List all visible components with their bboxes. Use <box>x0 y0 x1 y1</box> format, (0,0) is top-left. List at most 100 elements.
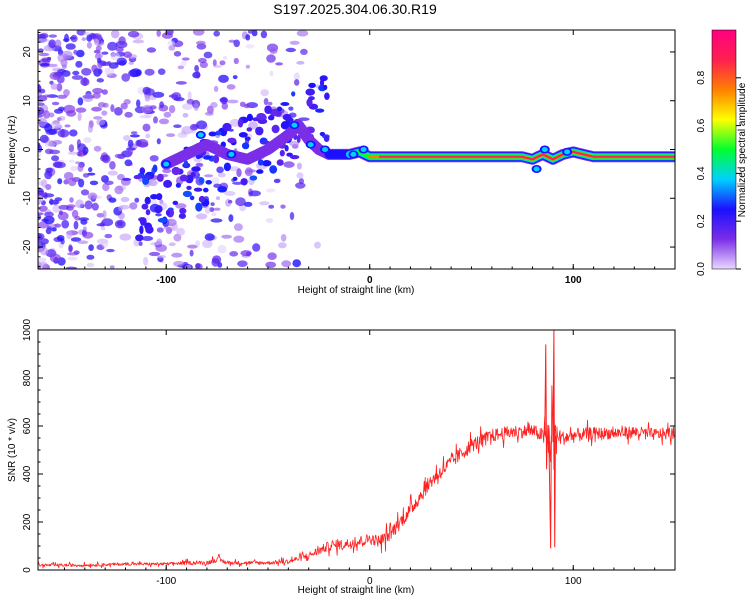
noise-blob <box>236 168 242 178</box>
noise-blob <box>243 201 253 207</box>
noise-blob <box>244 167 253 177</box>
noise-blob <box>257 159 264 166</box>
noise-blob <box>67 151 79 155</box>
noise-blob <box>84 200 93 210</box>
noise-blob <box>66 230 73 240</box>
noise-blob <box>139 115 151 119</box>
noise-blob <box>156 193 163 201</box>
noise-blob <box>256 113 267 120</box>
noise-blob <box>83 137 92 143</box>
noise-blob <box>116 57 128 66</box>
noise-blob <box>114 185 124 195</box>
noise-blob <box>294 72 300 81</box>
noise-blob <box>56 235 65 242</box>
noise-blob <box>63 179 69 185</box>
noise-blob <box>86 254 95 260</box>
y-tick-label: 0 <box>22 146 33 152</box>
colorbar-tick-label: 0.8 <box>696 70 707 84</box>
noise-blob <box>49 80 54 85</box>
noise-blob <box>265 218 274 223</box>
noise-blob <box>163 179 173 188</box>
noise-blob <box>193 103 199 111</box>
noise-blob <box>245 44 255 49</box>
noise-blob <box>100 226 106 231</box>
noise-blob <box>296 30 309 37</box>
noise-blob <box>129 134 140 138</box>
noise-blob <box>275 62 283 66</box>
noise-blob <box>45 184 52 190</box>
ridge-spot <box>360 147 367 152</box>
noise-blob <box>260 30 268 39</box>
noise-blob <box>51 227 57 232</box>
noise-blob <box>213 64 223 68</box>
noise-blob <box>124 111 133 118</box>
noise-blob <box>69 197 74 203</box>
noise-blob <box>181 57 190 61</box>
noise-blob <box>149 155 159 162</box>
noise-blob <box>182 190 192 198</box>
snr-x-axis-label: Height of straight line (km) <box>298 585 415 596</box>
noise-blob <box>39 261 48 268</box>
noise-blob <box>232 75 238 80</box>
noise-blob <box>308 82 316 88</box>
noise-blob <box>212 154 220 164</box>
noise-blob <box>269 109 278 117</box>
noise-blob <box>195 202 203 212</box>
noise-blob <box>104 233 113 239</box>
noise-blob <box>101 51 109 55</box>
noise-blob <box>156 173 164 182</box>
noise-blob <box>157 68 166 75</box>
noise-blob <box>135 234 144 242</box>
noise-blob <box>249 175 258 181</box>
noise-blob <box>141 236 154 241</box>
colorbar-gradient <box>712 30 736 269</box>
noise-blob <box>40 247 49 256</box>
noise-blob <box>267 252 277 260</box>
noise-blob <box>166 133 176 138</box>
noise-blob <box>101 176 106 180</box>
noise-blob <box>38 48 44 53</box>
noise-blob <box>300 48 308 56</box>
noise-blob <box>223 162 231 172</box>
noise-blob <box>260 89 269 97</box>
noise-blob <box>172 200 179 205</box>
noise-blob <box>88 244 94 252</box>
noise-blob <box>284 145 289 152</box>
noise-blob <box>40 238 49 245</box>
noise-blob <box>75 161 80 165</box>
noise-blob <box>171 166 181 176</box>
noise-blob <box>42 110 51 119</box>
noise-blob <box>305 88 316 96</box>
noise-blob <box>226 99 239 104</box>
noise-blob <box>93 33 99 39</box>
noise-blob <box>157 217 168 223</box>
noise-blob <box>58 116 66 121</box>
snr-spike <box>552 330 556 548</box>
noise-blob <box>163 111 172 118</box>
noise-blob <box>189 249 194 257</box>
noise-blob <box>49 253 62 263</box>
noise-blob <box>136 99 141 108</box>
noise-blob <box>204 111 214 116</box>
noise-blob <box>91 106 102 112</box>
noise-blob <box>70 34 78 43</box>
noise-blob <box>104 66 115 76</box>
noise-blob <box>130 131 138 135</box>
noise-blob <box>92 87 104 94</box>
noise-blob <box>48 39 56 48</box>
noise-blob <box>265 261 277 268</box>
noise-blob <box>39 88 46 94</box>
ridge-spot <box>322 147 328 152</box>
noise-blob <box>137 141 149 148</box>
noise-blob <box>237 118 244 128</box>
noise-blob <box>154 205 162 214</box>
noise-blob <box>97 102 106 108</box>
noise-blob <box>268 204 275 209</box>
noise-blob <box>38 83 41 91</box>
ridge-band <box>378 150 675 161</box>
noise-blob <box>210 218 223 223</box>
noise-blob <box>289 155 300 160</box>
noise-blob <box>156 30 161 37</box>
